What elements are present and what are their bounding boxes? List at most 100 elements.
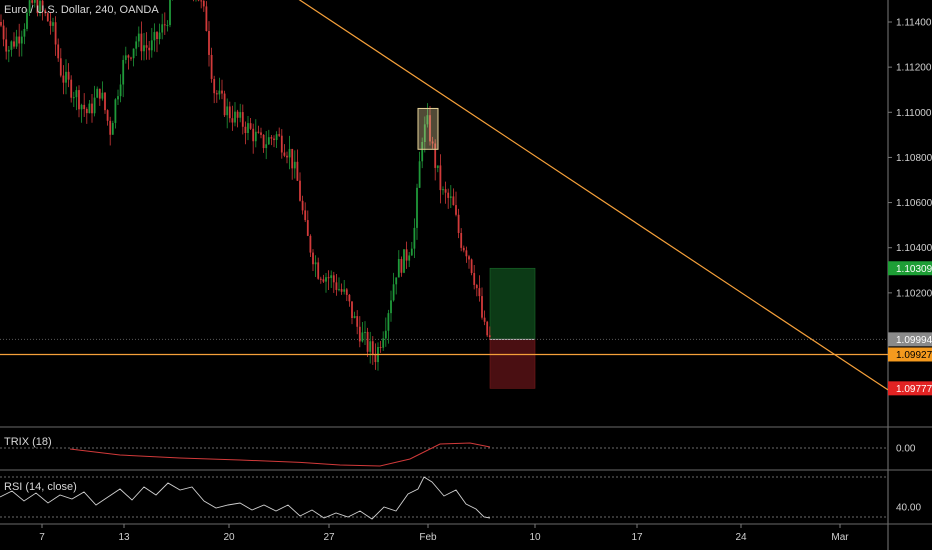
candle-body: [111, 122, 114, 135]
candle-body: [423, 124, 426, 142]
candle-body: [273, 138, 275, 141]
candle-body: [130, 57, 132, 59]
candle-body: [252, 128, 255, 142]
candle-body: [306, 220, 309, 236]
candle-body: [478, 288, 481, 297]
candle-body: [358, 326, 361, 342]
candle-body: [348, 294, 351, 302]
candle-body: [382, 338, 385, 348]
candle-body: [119, 84, 122, 97]
candle-body: [33, 0, 36, 3]
candle-body: [249, 123, 252, 129]
stop-price-badge: [888, 381, 932, 396]
candle-body: [202, 0, 205, 7]
candle-body: [335, 282, 338, 290]
candle-body: [436, 165, 439, 168]
candle-body: [257, 131, 260, 133]
candle-body: [57, 44, 60, 59]
date-tick-label: 24: [735, 532, 747, 543]
candle-body: [0, 22, 2, 26]
candle-body: [413, 227, 416, 249]
candle-body: [93, 97, 96, 114]
candle-body: [351, 301, 353, 319]
candle-body: [223, 93, 226, 116]
candle-body: [150, 40, 153, 51]
rsi-label: RSI (14, close): [4, 481, 77, 493]
candle-body: [54, 22, 57, 45]
current-price-label: 1.09994: [896, 335, 932, 346]
candle-body: [244, 126, 247, 134]
candle-body: [340, 289, 343, 292]
candle-body: [13, 41, 15, 47]
candle-body: [332, 275, 335, 283]
candle-body: [468, 256, 470, 260]
target-price-badge: [888, 261, 932, 276]
candle-body: [200, 0, 203, 2]
candle-body: [366, 331, 369, 352]
candle-body: [28, 0, 31, 13]
candle-body: [166, 25, 169, 27]
candle-body: [127, 55, 130, 58]
candle-body: [148, 47, 151, 51]
candle-body: [49, 21, 52, 26]
price-tick-label: 1.11000: [896, 108, 932, 119]
candle-body: [444, 189, 447, 193]
candle-body: [161, 24, 164, 33]
date-tick-label: Mar: [831, 532, 849, 543]
candle-body: [434, 143, 437, 168]
stop-price-label: 1.09777: [896, 384, 932, 395]
candle-body: [236, 111, 239, 118]
candle-body: [75, 90, 78, 98]
price-tick-label: 1.10600: [896, 198, 932, 209]
candle-body: [473, 273, 476, 285]
candle-body: [345, 289, 348, 295]
support-price-label: 1.09927: [896, 350, 932, 361]
rsi-tick-label: 40.00: [896, 503, 921, 514]
candle-body: [231, 118, 234, 123]
candle-body: [291, 148, 294, 169]
descending-trendline: [298, 0, 889, 391]
candle-body: [288, 148, 291, 158]
candle-body: [254, 131, 257, 142]
candle-body: [213, 78, 216, 94]
candle-body: [374, 354, 377, 363]
candle-body: [275, 134, 278, 141]
target-zone: [489, 267, 536, 340]
candle-body: [122, 59, 125, 85]
candle-body: [124, 55, 127, 60]
date-tick-label: Feb: [419, 532, 437, 543]
candle-body: [429, 115, 431, 142]
candle-body: [475, 284, 478, 289]
candle-body: [67, 71, 70, 80]
candle-body: [239, 112, 242, 118]
stop-zone: [489, 339, 536, 389]
candle-body: [145, 45, 148, 48]
candle-body: [46, 13, 49, 22]
candle-body: [462, 247, 465, 251]
candle-body: [486, 321, 489, 336]
candle-body: [2, 25, 5, 40]
candle-body: [101, 92, 104, 99]
candle-body: [267, 137, 270, 145]
candle-body: [353, 316, 356, 319]
candle-body: [369, 341, 372, 352]
candle-body: [397, 259, 400, 278]
candle-body: [226, 106, 229, 116]
support-price-badge: [888, 347, 932, 362]
candle-body: [405, 249, 408, 261]
candle-body: [18, 36, 21, 44]
candle-body: [270, 137, 273, 139]
candle-body: [10, 41, 13, 50]
candle-body: [218, 90, 221, 95]
candle-body: [98, 88, 101, 99]
candle-body: [296, 161, 299, 181]
date-tick-label: 17: [631, 532, 643, 543]
trix-label: TRIX (18): [4, 436, 52, 448]
candle-body: [158, 32, 161, 40]
candle-body: [384, 330, 387, 339]
candle-body: [39, 0, 41, 14]
candle-body: [481, 296, 483, 318]
candle-body: [153, 32, 156, 41]
candle-body: [278, 134, 281, 136]
